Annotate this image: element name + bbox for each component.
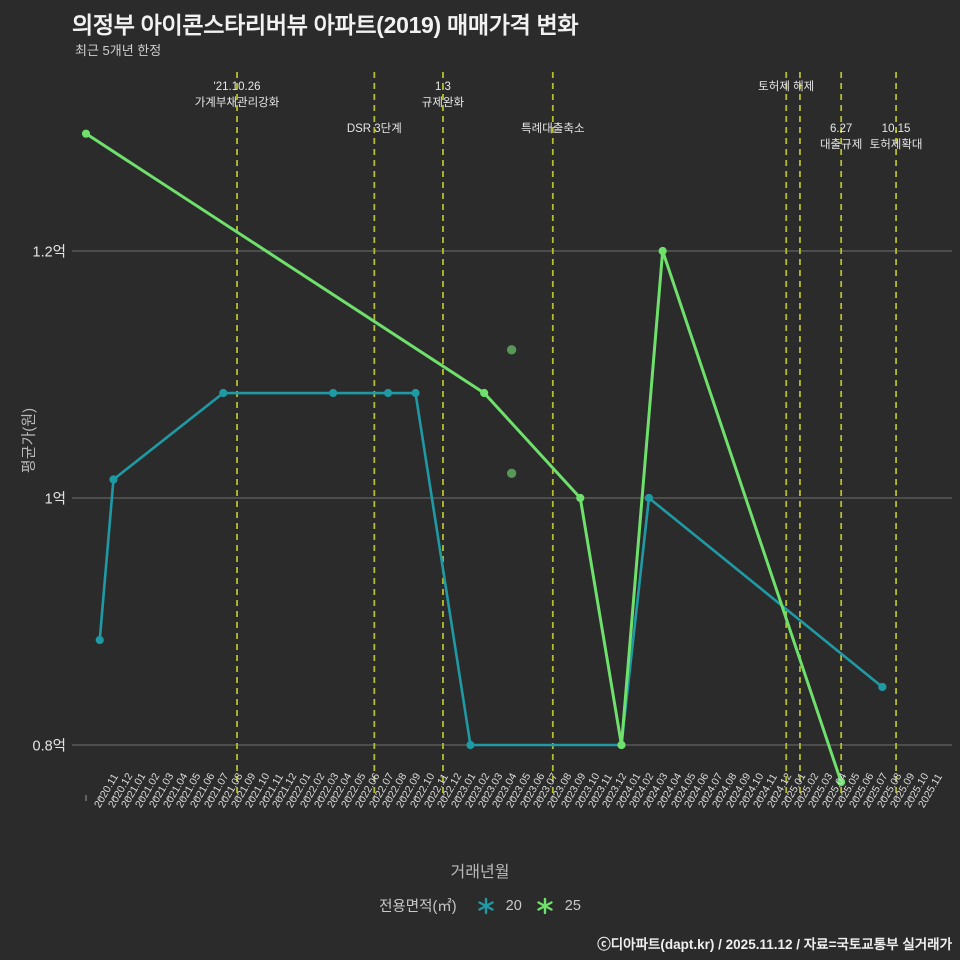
footer-credit: ⓒ디아파트(dapt.kr) / 2025.11.12 / 자료=국토교통부 실… xyxy=(597,937,952,952)
legend-entry-20[interactable]: 20 xyxy=(475,896,522,916)
data-point[interactable] xyxy=(81,129,91,138)
data-point[interactable] xyxy=(837,777,846,787)
annotation-date: '21.10.26 xyxy=(213,81,261,93)
data-point-isolated[interactable] xyxy=(506,468,517,478)
annotation-text: 규제완화 xyxy=(421,96,465,109)
data-point[interactable] xyxy=(95,635,104,645)
chart-legend: 전용면적(㎡) 20 25 xyxy=(0,895,960,916)
asterisk-marker-icon xyxy=(477,897,494,914)
annotation-label: 10.15 토허제확대 xyxy=(870,122,923,153)
series-line-25 xyxy=(84,132,843,784)
x-axis-title: 거래년월 xyxy=(450,864,510,881)
annotation-date: 10.15 xyxy=(881,123,911,135)
annotation-label: 6.27 대출규제 xyxy=(820,122,862,153)
annotation-text: DSR 3단계 xyxy=(346,123,402,135)
data-point[interactable] xyxy=(644,493,654,503)
annotation-label: '21.10.26 가계부채관리강화 xyxy=(195,80,280,111)
annotation-label: 토허제 해제 xyxy=(758,80,814,96)
chart-subtitle: 최근 5개년 한정 xyxy=(75,43,162,58)
data-point[interactable] xyxy=(576,493,585,503)
asterisk-marker-icon xyxy=(537,897,553,914)
y-axis-tick-label: 1.2억 xyxy=(32,244,67,261)
data-point[interactable] xyxy=(878,682,887,692)
data-point[interactable] xyxy=(658,246,667,256)
legend-title: 전용면적(㎡) xyxy=(379,899,457,915)
data-point[interactable] xyxy=(383,388,393,398)
series-line-20 xyxy=(98,391,884,747)
annotation-text: 대출규제 xyxy=(819,138,863,151)
y-axis-title: 평균가(원) xyxy=(20,407,38,474)
y-axis-tick-label: 0.8억 xyxy=(32,738,67,755)
annotation-text: 토허제확대 xyxy=(869,138,923,151)
annotation-date: 6.27 xyxy=(829,123,853,135)
data-point[interactable] xyxy=(329,388,338,398)
annotation-label: 특례대출축소 xyxy=(521,122,584,138)
legend-label-25: 25 xyxy=(564,897,581,914)
legend-label-20: 20 xyxy=(505,897,522,914)
data-point[interactable] xyxy=(109,475,118,484)
annotation-date: 1.3 xyxy=(434,81,451,93)
data-point[interactable] xyxy=(480,388,489,398)
data-point[interactable] xyxy=(617,740,626,750)
annotation-label: 1.3 규제완화 xyxy=(422,80,464,111)
annotation-label: DSR 3단계 xyxy=(347,122,402,138)
data-point-isolated[interactable] xyxy=(506,345,517,355)
data-point[interactable] xyxy=(219,388,228,398)
legend-entry-25[interactable]: 25 xyxy=(534,896,581,916)
y-axis-tick-label: 1억 xyxy=(44,491,66,508)
page-title: 의정부 아이콘스타리버뷰 아파트(2019) 매매가격 변화 xyxy=(72,12,579,38)
annotation-text: 특례대출축소 xyxy=(521,123,585,135)
annotation-text: 토허제 해제 xyxy=(758,81,815,93)
data-point[interactable] xyxy=(411,388,420,398)
annotation-text: 가계부채관리강화 xyxy=(194,96,280,109)
data-point[interactable] xyxy=(466,740,475,750)
